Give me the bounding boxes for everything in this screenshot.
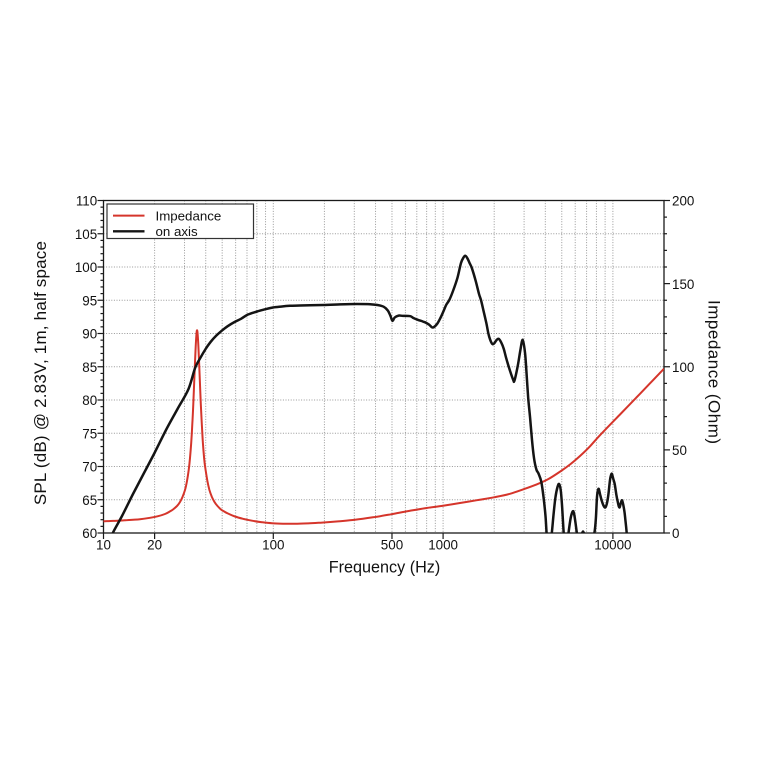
svg-text:95: 95 [82,293,97,308]
svg-text:85: 85 [82,360,97,375]
svg-text:105: 105 [75,227,97,242]
svg-text:50: 50 [672,443,687,458]
svg-text:Frequency (Hz): Frequency (Hz) [329,559,441,577]
svg-text:Impedance (Ohm): Impedance (Ohm) [705,300,724,445]
svg-text:90: 90 [82,327,97,342]
svg-text:100: 100 [262,538,284,553]
svg-text:60: 60 [82,526,97,541]
svg-text:Impedance: Impedance [156,208,222,223]
svg-text:100: 100 [75,260,97,275]
svg-text:150: 150 [672,277,694,292]
svg-text:75: 75 [82,426,97,441]
svg-text:200: 200 [672,194,694,209]
svg-text:1000: 1000 [428,538,458,553]
svg-text:on axis: on axis [156,224,198,239]
svg-text:70: 70 [82,460,97,475]
svg-text:80: 80 [82,393,97,408]
svg-text:65: 65 [82,493,97,508]
svg-text:20: 20 [147,538,162,553]
svg-text:100: 100 [672,360,694,375]
svg-text:10000: 10000 [594,538,631,553]
svg-text:500: 500 [381,538,403,553]
svg-text:0: 0 [672,526,679,541]
svg-text:10: 10 [96,538,111,553]
svg-text:110: 110 [76,194,97,209]
svg-text:SPL (dB) @ 2.83V, 1m, half spa: SPL (dB) @ 2.83V, 1m, half space [31,241,50,505]
